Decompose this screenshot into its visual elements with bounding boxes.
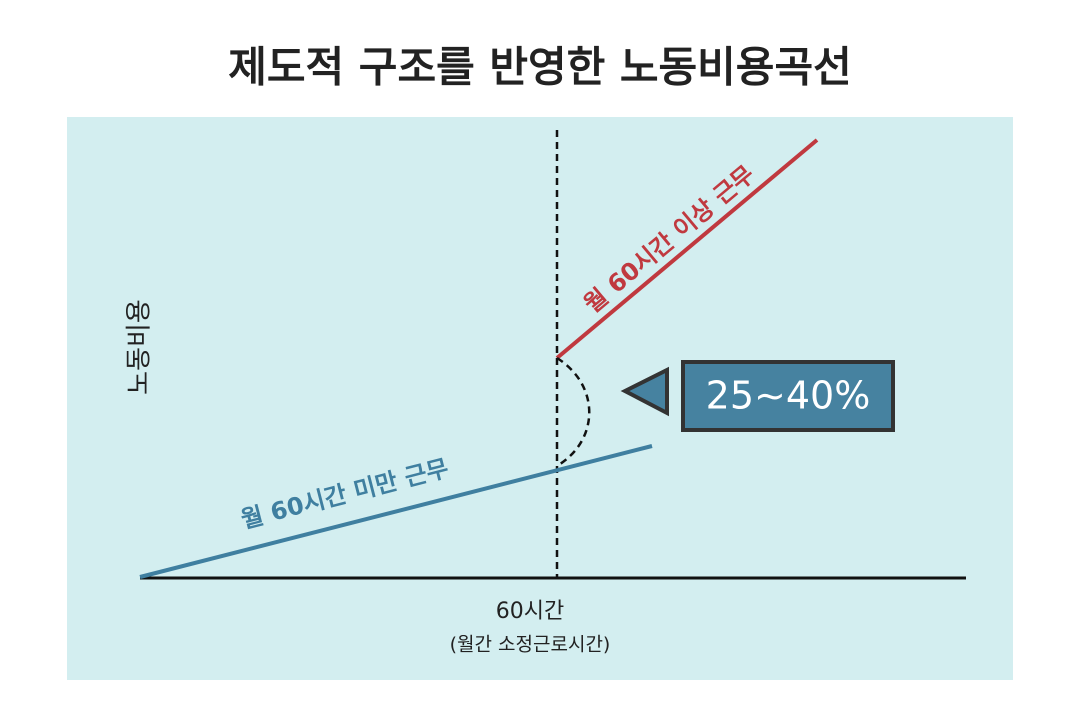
x-marker-label: 60시간 [496, 599, 564, 624]
jump-curve [556, 356, 591, 468]
callout-text: 25~40% [706, 374, 871, 418]
upper-cost-line [555, 138, 819, 360]
callout-box [681, 360, 895, 432]
lower-cost-line [139, 444, 653, 579]
callout-pointer [620, 366, 669, 417]
y-axis-label: 노동비용 [125, 299, 155, 395]
x-marker-sublabel: (월간 소정근로시간) [450, 634, 611, 656]
title: 제도적 구조를 반영한 노동비용곡선 [228, 43, 851, 92]
